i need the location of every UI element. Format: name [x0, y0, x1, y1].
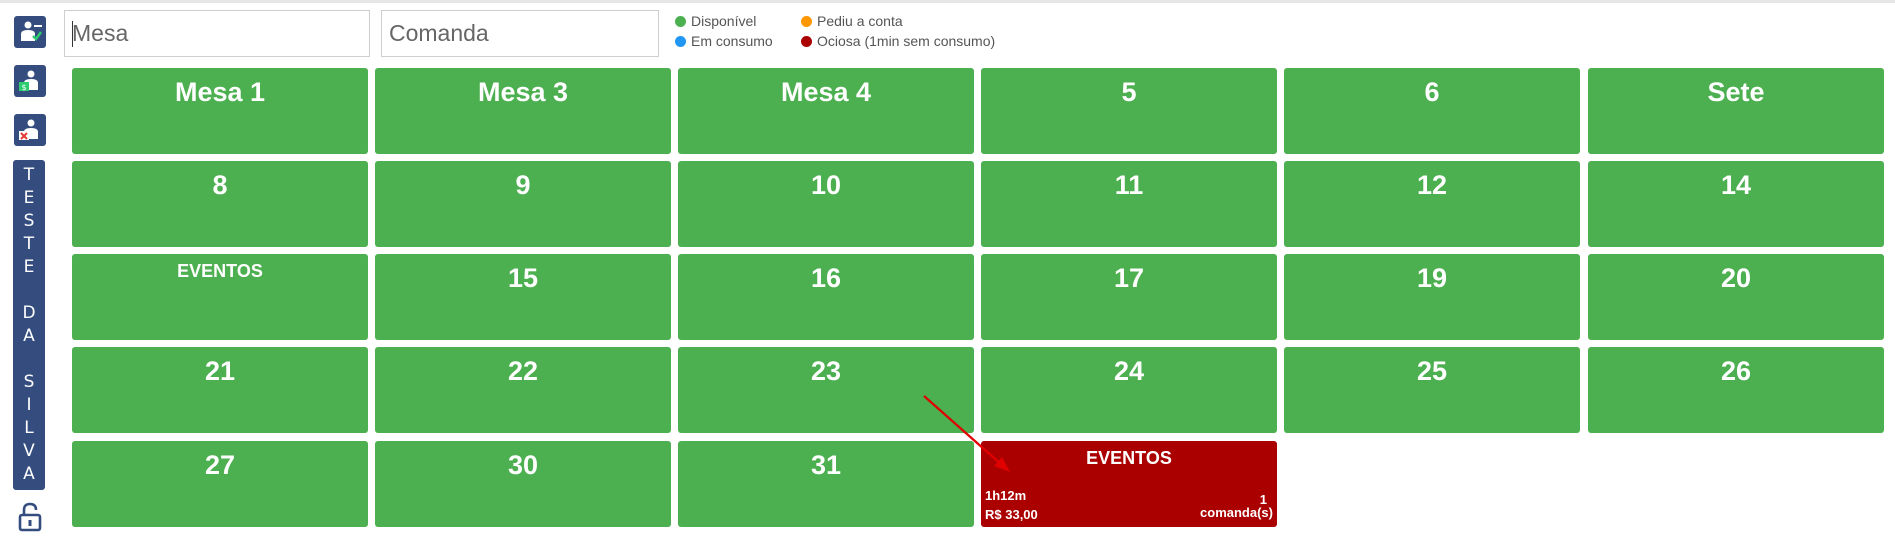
legend-label: Pediu a conta	[817, 13, 903, 29]
legend-em-consumo: Em consumo	[675, 33, 773, 49]
waiter-cancel-icon	[19, 119, 38, 140]
table-time: 1h12m	[985, 488, 1027, 503]
table-tile[interactable]: 9	[375, 161, 671, 247]
legend-label: Ociosa (1min sem consumo)	[817, 33, 996, 49]
user-name-letter: E	[23, 257, 35, 277]
table-tile[interactable]: Sete	[1588, 68, 1884, 154]
comandas-count: 1	[1259, 492, 1267, 507]
table-name: 9	[515, 170, 531, 200]
table-name: 23	[810, 356, 842, 386]
table-tile[interactable]: 6	[1284, 68, 1580, 154]
user-name-letter: T	[23, 234, 35, 254]
table-tile[interactable]: 17	[981, 254, 1277, 340]
table-tile[interactable]: EVENTOS 1h12m R$ 33,00 1 comanda(s)	[981, 441, 1277, 527]
table-tile[interactable]: 11	[981, 161, 1277, 247]
table-tile[interactable]: 22	[375, 347, 671, 433]
table-name: 6	[1424, 77, 1440, 107]
status-dot-icon	[801, 35, 812, 47]
waiter-check-button[interactable]	[14, 16, 46, 48]
user-name-letter: A	[23, 464, 35, 484]
table-name: 27	[204, 450, 236, 480]
legend-ociosa: Ociosa (1min sem consumo)	[801, 33, 995, 49]
table-tile[interactable]: 23	[678, 347, 974, 433]
waiter-money-icon: $	[19, 70, 38, 92]
table-tile[interactable]: 19	[1284, 254, 1580, 340]
user-name-letter: V	[23, 441, 35, 461]
table-name: 17	[1113, 263, 1145, 293]
table-amount: R$ 33,00	[985, 507, 1038, 522]
table-tile[interactable]: 8	[72, 161, 368, 247]
user-name-letter: E	[23, 188, 35, 208]
table-tile[interactable]: 27	[72, 441, 368, 527]
legend-disponivel: Disponível	[675, 13, 756, 29]
table-name: 16	[810, 263, 842, 293]
table-name: Sete	[1707, 77, 1765, 107]
legend-pediu-conta: Pediu a conta	[801, 13, 903, 29]
table-tile[interactable]: EVENTOS	[72, 254, 368, 340]
table-tile[interactable]: 12	[1284, 161, 1580, 247]
user-name-letter: S	[23, 211, 35, 231]
table-name: Mesa 1	[174, 77, 266, 107]
table-tile[interactable]: Mesa 3	[375, 68, 671, 154]
table-name: 24	[1113, 356, 1145, 386]
table-name: 8	[212, 170, 228, 200]
legend-label: Em consumo	[691, 33, 773, 49]
status-dot-icon	[801, 15, 812, 27]
table-name: 20	[1720, 263, 1752, 293]
text-caret	[72, 21, 73, 47]
user-name-letter: S	[23, 372, 35, 392]
table-name: 14	[1720, 170, 1752, 200]
user-name-letter: L	[24, 418, 34, 438]
table-name: 25	[1416, 356, 1448, 386]
table-tile[interactable]: 24	[981, 347, 1277, 433]
user-name-letter: T	[23, 165, 35, 185]
table-tile[interactable]: Mesa 1	[72, 68, 368, 154]
table-tile[interactable]: 5	[981, 68, 1277, 154]
table-name: 31	[810, 450, 842, 480]
table-name: 15	[507, 263, 539, 293]
waiter-cancel-button[interactable]	[14, 114, 46, 146]
table-name: 12	[1416, 170, 1448, 200]
waiter-money-button[interactable]: $	[14, 65, 46, 97]
unlock-icon[interactable]	[17, 502, 43, 532]
user-name-letter: A	[23, 326, 35, 346]
table-tile[interactable]: 21	[72, 347, 368, 433]
mesa-search-input[interactable]	[64, 10, 370, 57]
top-divider	[0, 0, 1895, 3]
user-name-letter: D	[22, 303, 36, 323]
svg-text:$: $	[21, 83, 26, 92]
table-tile[interactable]: 10	[678, 161, 974, 247]
table-name: 26	[1720, 356, 1752, 386]
table-name: EVENTOS	[177, 261, 263, 281]
table-name: 30	[507, 450, 539, 480]
table-name: 21	[204, 356, 236, 386]
table-tile[interactable]: 15	[375, 254, 671, 340]
table-name: Mesa 3	[477, 77, 569, 107]
table-name: 5	[1121, 77, 1137, 107]
status-dot-icon	[675, 15, 686, 27]
status-dot-icon	[675, 35, 686, 47]
table-tile[interactable]: 14	[1588, 161, 1884, 247]
user-name-letter: I	[26, 395, 32, 415]
table-tile[interactable]: 25	[1284, 347, 1580, 433]
comanda-search-input[interactable]	[381, 10, 659, 57]
table-tile[interactable]: 26	[1588, 347, 1884, 433]
table-tile[interactable]: 30	[375, 441, 671, 527]
table-tile[interactable]: 16	[678, 254, 974, 340]
table-name: 10	[810, 170, 842, 200]
comandas-label: comanda(s)	[1200, 505, 1273, 520]
table-name: 22	[507, 356, 539, 386]
table-name: Mesa 4	[780, 77, 872, 107]
table-name: 19	[1416, 263, 1448, 293]
waiter-check-icon	[21, 21, 43, 41]
table-tile[interactable]: 31	[678, 441, 974, 527]
table-name: 11	[1114, 170, 1144, 200]
legend-label: Disponível	[691, 13, 757, 29]
table-name: EVENTOS	[1086, 448, 1172, 468]
table-tile[interactable]: 20	[1588, 254, 1884, 340]
table-tile[interactable]: Mesa 4	[678, 68, 974, 154]
